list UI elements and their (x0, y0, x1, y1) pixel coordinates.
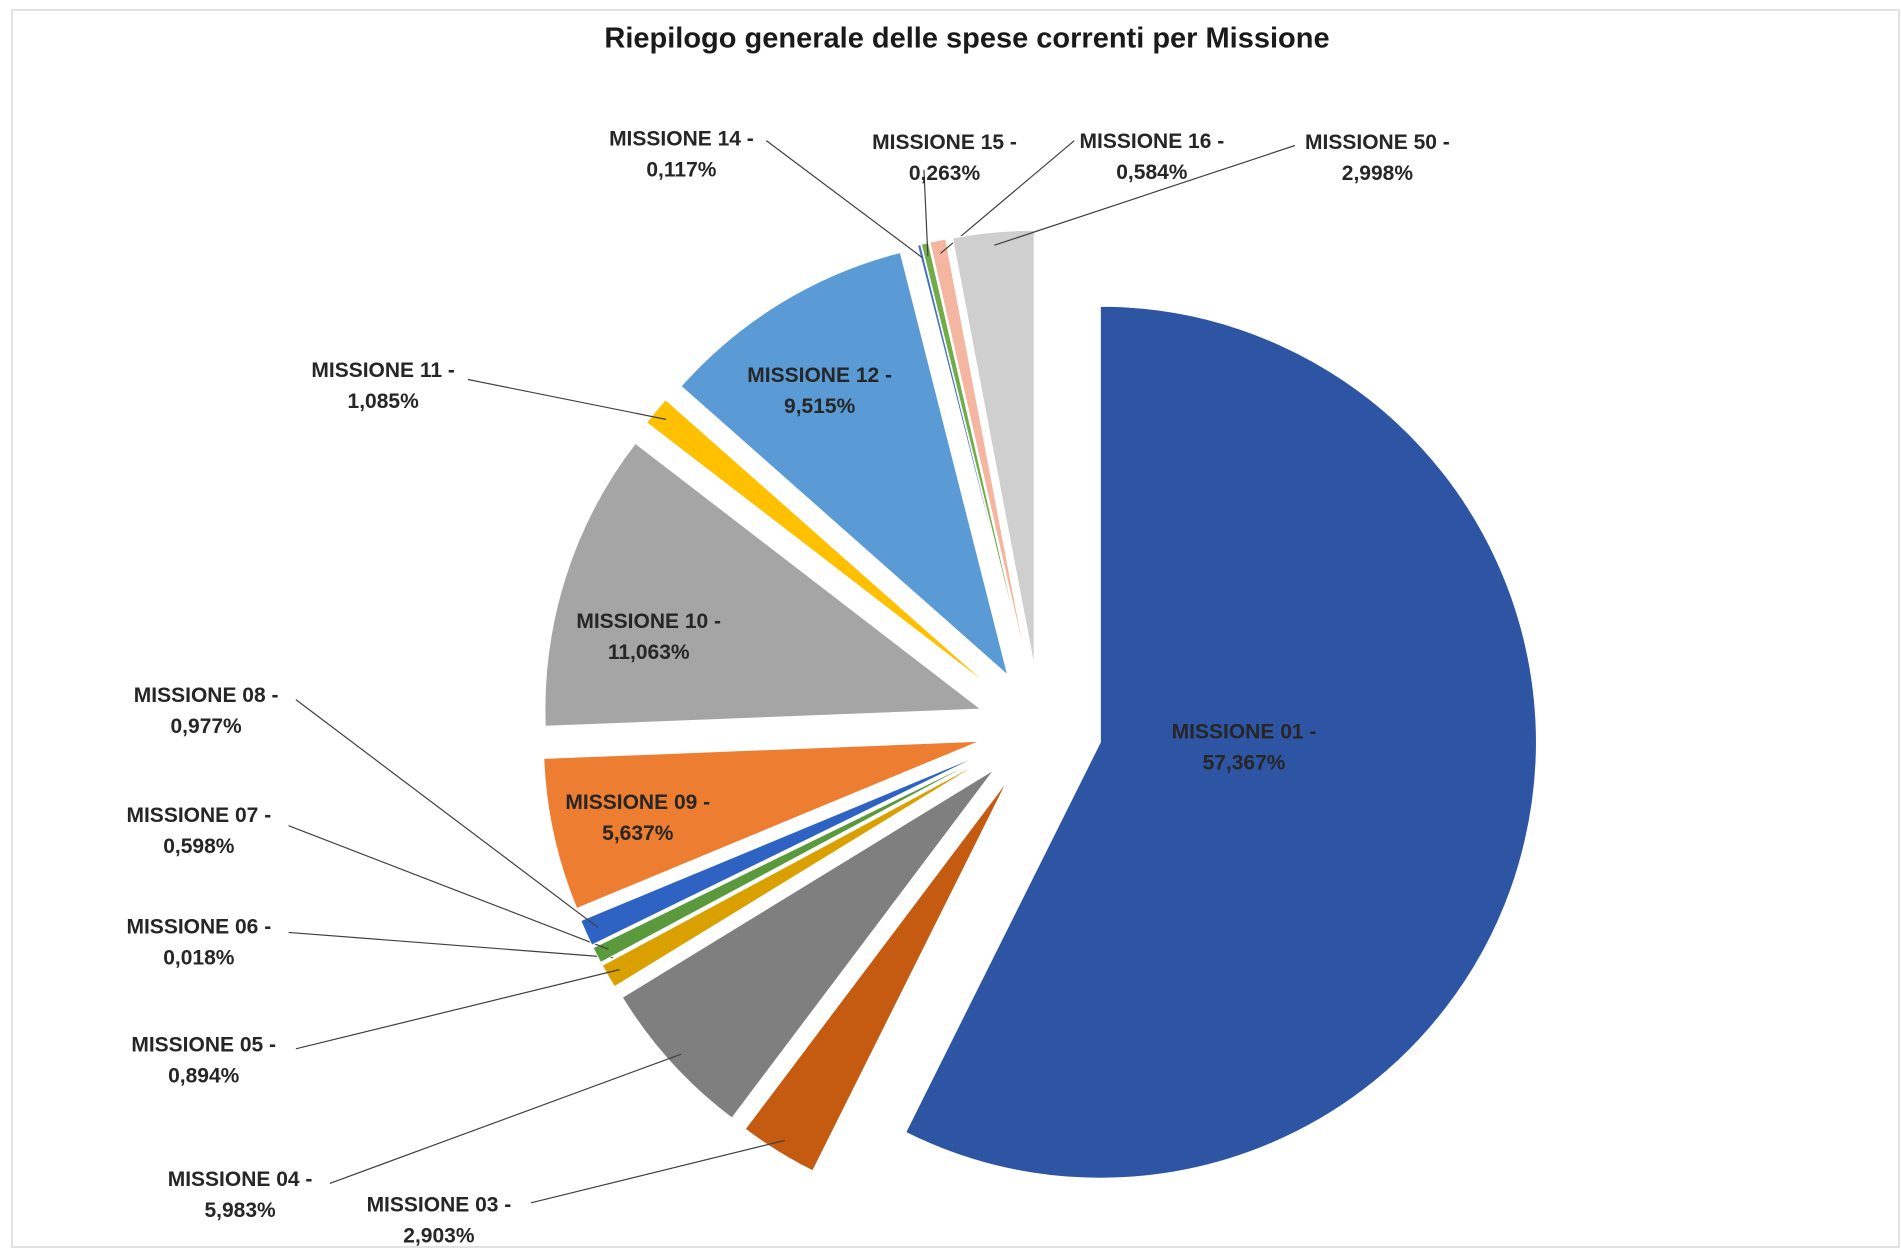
data-label: MISSIONE 07 - 0,598% (126, 804, 271, 858)
leader-line (940, 140, 1075, 254)
label-value: 0,894% (168, 1064, 240, 1087)
label-value: 0,117% (646, 159, 716, 182)
label-value: 1,085% (348, 390, 420, 413)
pie-slice (621, 769, 995, 1119)
leader-line (467, 378, 667, 420)
data-label: MISSIONE 03 - 2,903% (367, 1193, 512, 1247)
leader-line (288, 825, 609, 950)
label-value: 0,598% (163, 835, 235, 858)
leader-line (765, 140, 923, 259)
pie-slice (920, 242, 1027, 668)
label-category: MISSIONE 04 - (168, 1168, 313, 1191)
data-label: MISSIONE 09 - 5,637% (565, 791, 710, 845)
pie-slice (929, 238, 1028, 668)
label-value: 57,367% (1203, 751, 1286, 774)
chart-title: Riepilogo generale delle spese correnti … (604, 23, 1329, 55)
pie-slice (645, 399, 993, 689)
data-label: MISSIONE 05 - 0,894% (131, 1033, 276, 1087)
label-category: MISSIONE 07 - (126, 804, 271, 827)
label-category: MISSIONE 16 - (1080, 130, 1225, 153)
data-label: MISSIONE 01 - 57,367% (1172, 720, 1317, 774)
data-label: MISSIONE 14 - 0,117% (609, 128, 754, 182)
label-category: MISSIONE 03 - (367, 1193, 512, 1216)
pie-slice (592, 755, 986, 964)
pie-slice (744, 780, 1008, 1172)
pie-slice (543, 740, 980, 910)
label-category: MISSIONE 11 - (311, 359, 455, 382)
leader-line (295, 969, 620, 1050)
data-label: MISSIONE 15 - 0,263% (872, 131, 1017, 185)
leader-line (994, 144, 1296, 246)
pie-slice (600, 756, 986, 965)
label-category: MISSIONE 15 - (872, 131, 1017, 154)
pie-slice (916, 243, 1026, 668)
pie-slice (544, 442, 983, 727)
label-category: MISSIONE 01 - (1172, 720, 1317, 743)
data-label: MISSIONE 08 - 0,977% (134, 684, 279, 738)
leader-line (288, 931, 613, 959)
pie-slice (905, 305, 1537, 1179)
data-label: MISSIONE 04 - 5,983% (168, 1168, 313, 1222)
label-value: 0,018% (163, 947, 235, 970)
label-category: MISSIONE 08 - (134, 684, 279, 707)
label-value: 0,263% (909, 162, 981, 185)
label-value: 9,515% (784, 395, 856, 418)
leader-line (329, 1053, 682, 1184)
label-value: 2,998% (1342, 162, 1414, 185)
label-category: MISSIONE 14 - (609, 128, 754, 151)
leader-line (923, 169, 929, 257)
label-category: MISSIONE 10 - (576, 610, 721, 633)
pie-slice (580, 753, 984, 946)
label-value: 0,977% (171, 715, 243, 738)
label-value: 5,983% (204, 1199, 276, 1222)
label-category: MISSIONE 50 - (1305, 131, 1450, 154)
label-value: 2,903% (403, 1224, 475, 1247)
label-category: MISSIONE 12 - (747, 364, 892, 387)
pie-slice (680, 251, 1009, 677)
label-value: 11,063% (608, 641, 690, 664)
label-value: 0,584% (1116, 161, 1188, 184)
data-label: MISSIONE 12 - 9,515% (747, 364, 892, 418)
data-label: MISSIONE 11 - 1,085% (311, 359, 455, 413)
label-category: MISSIONE 06 - (126, 916, 271, 939)
leader-line (295, 699, 599, 929)
label-category: MISSIONE 05 - (131, 1033, 276, 1056)
pie-slice (951, 229, 1035, 667)
data-label: MISSIONE 16 - 0,584% (1080, 130, 1225, 184)
data-label: MISSIONE 10 - 11,063% (576, 610, 721, 664)
data-label: MISSIONE 06 - 0,018% (126, 916, 271, 970)
label-category: MISSIONE 09 - (565, 791, 710, 814)
leader-line (530, 1139, 786, 1204)
pie-slice (601, 758, 987, 988)
data-label: MISSIONE 50 - 2,998% (1305, 131, 1450, 185)
label-value: 5,637% (602, 822, 674, 845)
